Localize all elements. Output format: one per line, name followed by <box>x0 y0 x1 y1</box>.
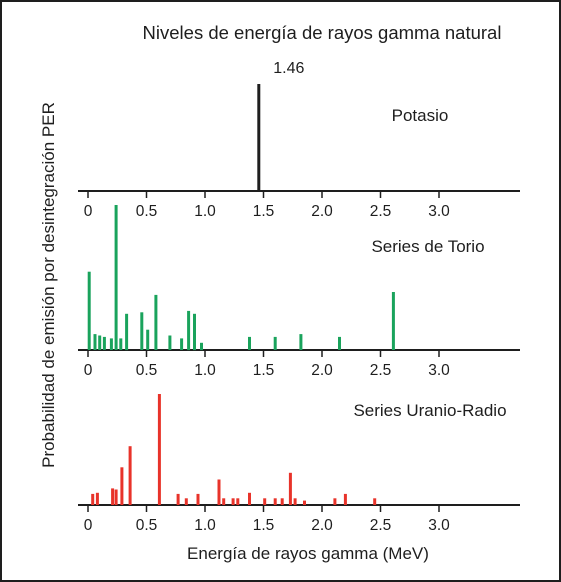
emission-line-bar <box>98 335 102 350</box>
y-axis-label: Probabilidad de emisión por desintegraci… <box>39 102 58 468</box>
emission-line-bar <box>184 498 188 505</box>
emission-line-bar <box>263 498 267 505</box>
emission-line-bar <box>168 335 172 350</box>
emission-line-bar <box>109 338 113 350</box>
x-tick-label: 1.0 <box>194 517 216 534</box>
emission-line-bar <box>125 313 129 351</box>
emission-line-bar <box>102 336 106 350</box>
emission-line-bar <box>391 292 395 350</box>
emission-line-bar <box>248 336 251 350</box>
emission-line-bar <box>280 498 284 505</box>
emission-line-bar <box>87 271 91 350</box>
x-tick-label: 1.0 <box>194 362 216 379</box>
emission-line-bar <box>299 334 303 350</box>
x-tick-label: 1.5 <box>253 203 275 220</box>
panel-potasio: Potasio 0 0.5 1.0 1.5 2.0 2.5 3.0 1.46 <box>78 60 520 220</box>
x-tick-label: 0.5 <box>136 362 158 379</box>
emission-line-bar <box>293 498 297 505</box>
x-tick-label: 1.5 <box>253 362 275 379</box>
emission-line-bar <box>193 313 196 351</box>
emission-line-bar <box>154 294 158 350</box>
x-tick-label: 2.5 <box>370 203 392 220</box>
emission-line-bar <box>91 493 95 505</box>
emission-line-bar <box>93 334 97 350</box>
emission-line-bar <box>217 479 221 505</box>
x-tick-label: 1.0 <box>194 203 216 220</box>
emission-line-bar <box>140 312 144 350</box>
x-tick-label: 0 <box>84 362 93 379</box>
emission-line-bar <box>128 446 132 505</box>
x-tick-label: 2.0 <box>311 203 333 220</box>
emission-line-bar <box>373 498 377 505</box>
panel-title: Potasio <box>392 106 449 125</box>
x-tick-label: 0.5 <box>136 517 158 534</box>
emission-line-bar <box>157 394 161 505</box>
emission-line-bar <box>222 498 226 505</box>
x-tick-label: 2.5 <box>370 517 392 534</box>
emission-line-bar <box>119 338 123 350</box>
emission-line-bar <box>95 492 99 505</box>
emission-line-bar <box>231 498 235 505</box>
emission-line-bar <box>338 336 341 350</box>
emission-line-bar <box>303 500 306 505</box>
emission-line-bar <box>111 488 115 505</box>
emission-line-bar <box>114 205 118 350</box>
emission-line-bar <box>236 498 240 505</box>
x-tick-label: 1.5 <box>253 517 275 534</box>
emission-line-bar <box>120 467 124 505</box>
x-tick-label: 0.5 <box>136 203 158 220</box>
emission-line-bar <box>273 336 277 350</box>
emission-line-bar <box>146 329 150 350</box>
panel-title: Series Uranio-Radio <box>353 401 506 420</box>
emission-line-bar <box>273 498 277 505</box>
x-tick-label: 0 <box>84 517 93 534</box>
x-tick-label: 2.0 <box>311 362 333 379</box>
emission-line-bar <box>176 493 180 505</box>
emission-line-bar <box>114 489 118 505</box>
x-tick-label: 2.5 <box>370 362 392 379</box>
panel-title: Series de Torio <box>371 237 484 256</box>
x-tick-label: 3.0 <box>428 362 450 379</box>
x-tick-label: 2.0 <box>311 517 333 534</box>
chart-title: Niveles de energía de rayos gamma natura… <box>143 22 502 43</box>
emission-line-bar <box>257 84 261 191</box>
panel-series-de-torio: Series de Torio 0 0.5 1.0 1.5 2.0 2.5 3.0 <box>78 205 520 379</box>
emission-line-bar <box>248 492 251 505</box>
emission-line-bar <box>180 338 184 350</box>
emission-line-bar <box>187 310 191 351</box>
x-tick-label: 3.0 <box>428 203 450 220</box>
emission-line-bar <box>196 493 200 505</box>
panels-group: Potasio 0 0.5 1.0 1.5 2.0 2.5 3.0 1.46 Series de … <box>78 60 520 534</box>
x-tick-label: 3.0 <box>428 517 450 534</box>
emission-line-bar <box>343 493 347 505</box>
x-axis-label: Energía de rayos gamma (MeV) <box>187 544 429 563</box>
emission-line-bar <box>200 342 203 351</box>
emission-line-bar <box>333 498 337 505</box>
panel-series-uranio-radio: Series Uranio-Radio 0 0.5 1.0 1.5 2.0 2.5 3.0 <box>78 394 520 534</box>
emission-line-bar <box>288 472 292 505</box>
x-tick-label: 0 <box>84 203 93 220</box>
peak-annotation: 1.46 <box>273 60 304 77</box>
